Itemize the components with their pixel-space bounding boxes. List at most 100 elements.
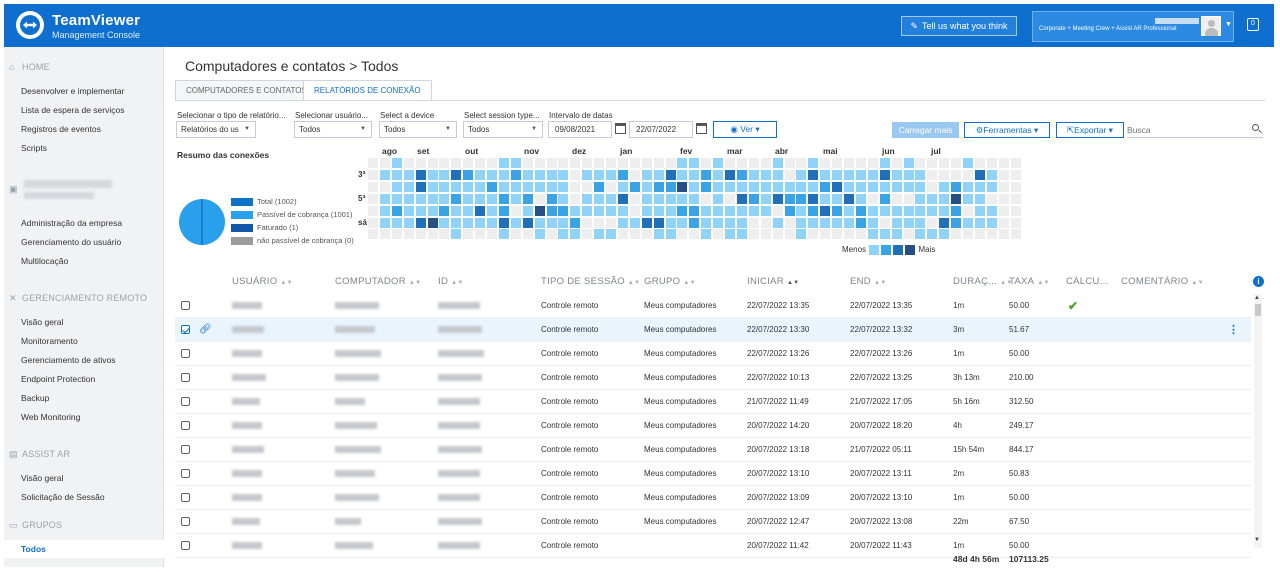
table-row[interactable]: Controle remoto Meus computadores 20/07/20… xyxy=(175,510,1251,534)
heatmap-cell[interactable] xyxy=(368,158,378,168)
heatmap-cell[interactable] xyxy=(832,158,843,168)
heatmap-cell[interactable] xyxy=(582,181,593,192)
heatmap-cell[interactable] xyxy=(439,229,450,240)
sidebar-section-home[interactable]: ⌂ HOME xyxy=(9,62,50,72)
date-from-input[interactable]: 09/08/2021 xyxy=(548,121,612,138)
heatmap-cell[interactable] xyxy=(498,229,509,240)
heatmap-cell[interactable] xyxy=(1010,217,1021,228)
heatmap-cell[interactable] xyxy=(629,229,640,240)
heatmap-cell[interactable] xyxy=(617,205,628,216)
date-to-input[interactable]: 22/07/2022 xyxy=(629,121,693,138)
heatmap-cell[interactable] xyxy=(594,193,605,204)
heatmap-cell[interactable] xyxy=(558,169,569,180)
heatmap-cell[interactable] xyxy=(998,169,1009,180)
heatmap-cell[interactable] xyxy=(915,229,926,240)
row-checkbox[interactable] xyxy=(181,517,190,526)
heatmap-cell[interactable] xyxy=(498,217,509,228)
sidebar-section-remote[interactable]: ✕ GERENCIAMENTO REMOTO xyxy=(9,293,148,303)
heatmap-cell[interactable] xyxy=(736,193,747,204)
heatmap-cell[interactable] xyxy=(725,158,735,168)
heatmap-cell[interactable] xyxy=(939,205,950,216)
heatmap-cell[interactable] xyxy=(986,169,997,180)
more-options-icon[interactable]: ⋮ xyxy=(1228,324,1239,336)
heatmap-cell[interactable] xyxy=(379,158,390,168)
heatmap-cell[interactable] xyxy=(725,169,735,180)
heatmap-cell[interactable] xyxy=(867,169,878,180)
table-row[interactable]: Controle remoto Meus computadores 21/07/20… xyxy=(175,390,1251,414)
heatmap-cell[interactable] xyxy=(808,158,819,168)
heatmap-cell[interactable] xyxy=(415,158,426,168)
heatmap-cell[interactable] xyxy=(725,193,735,204)
heatmap-cell[interactable] xyxy=(546,158,557,168)
row-checkbox[interactable] xyxy=(181,373,190,382)
heatmap-cell[interactable] xyxy=(832,193,843,204)
heatmap-cell[interactable] xyxy=(534,217,545,228)
heatmap-cell[interactable] xyxy=(784,181,795,192)
heatmap-cell[interactable] xyxy=(808,169,819,180)
row-checkbox[interactable] xyxy=(181,469,190,478)
heatmap-cell[interactable] xyxy=(391,181,402,192)
heatmap-cell[interactable] xyxy=(855,229,866,240)
heatmap-cell[interactable] xyxy=(391,229,402,240)
heatmap-cell[interactable] xyxy=(617,193,628,204)
heatmap-cell[interactable] xyxy=(713,217,724,228)
heatmap-cell[interactable] xyxy=(784,229,795,240)
heatmap-cell[interactable] xyxy=(582,205,593,216)
heatmap-cell[interactable] xyxy=(796,169,807,180)
heatmap-cell[interactable] xyxy=(546,205,557,216)
heatmap-cell[interactable] xyxy=(879,193,890,204)
row-checkbox[interactable] xyxy=(181,397,190,406)
heatmap-cell[interactable] xyxy=(546,229,557,240)
heatmap-cell[interactable] xyxy=(808,181,819,192)
heatmap-cell[interactable] xyxy=(796,193,807,204)
heatmap-cell[interactable] xyxy=(820,205,831,216)
heatmap-cell[interactable] xyxy=(594,205,605,216)
heatmap-cell[interactable] xyxy=(379,181,390,192)
heatmap-cell[interactable] xyxy=(463,169,474,180)
heatmap-cell[interactable] xyxy=(379,229,390,240)
heatmap-cell[interactable] xyxy=(951,193,962,204)
heatmap-cell[interactable] xyxy=(903,205,914,216)
heatmap-cell[interactable] xyxy=(844,229,854,240)
heatmap-cell[interactable] xyxy=(939,181,950,192)
heatmap-cell[interactable] xyxy=(867,193,878,204)
column-id[interactable]: ID ▲▼ xyxy=(438,276,464,287)
heatmap-cell[interactable] xyxy=(927,158,938,168)
heatmap-cell[interactable] xyxy=(760,158,771,168)
heatmap-cell[interactable] xyxy=(368,205,378,216)
sidebar-item-endpoint-protection[interactable]: Endpoint Protection xyxy=(21,374,96,384)
heatmap-cell[interactable] xyxy=(677,229,688,240)
heatmap-cell[interactable] xyxy=(986,205,997,216)
heatmap-cell[interactable] xyxy=(641,169,652,180)
heatmap-cell[interactable] xyxy=(927,205,938,216)
heatmap-cell[interactable] xyxy=(915,169,926,180)
heatmap-cell[interactable] xyxy=(855,169,866,180)
heatmap-cell[interactable] xyxy=(475,193,486,204)
heatmap-cell[interactable] xyxy=(951,169,962,180)
heatmap-cell[interactable] xyxy=(439,205,450,216)
heatmap-cell[interactable] xyxy=(820,169,831,180)
heatmap-cell[interactable] xyxy=(475,169,486,180)
sidebar-item-deploy[interactable]: Desenvolver e implementar xyxy=(21,86,125,96)
heatmap-cell[interactable] xyxy=(582,217,593,228)
heatmap-cell[interactable] xyxy=(534,181,545,192)
heatmap-cell[interactable] xyxy=(998,217,1009,228)
account-menu[interactable]: Corporate + Meeting Crew + Assist AR Pro… xyxy=(1032,11,1234,42)
heatmap-cell[interactable] xyxy=(558,229,569,240)
heatmap-cell[interactable] xyxy=(368,193,378,204)
heatmap-cell[interactable] xyxy=(689,217,700,228)
heatmap-cell[interactable] xyxy=(963,193,973,204)
export-button[interactable]: ⇱Exportar ▾ xyxy=(1056,122,1124,138)
heatmap-cell[interactable] xyxy=(653,181,664,192)
heatmap-cell[interactable] xyxy=(855,181,866,192)
heatmap-cell[interactable] xyxy=(653,193,664,204)
device-select[interactable]: Todos ▼ xyxy=(379,121,457,138)
sidebar-item-event-logs[interactable]: Registros de eventos xyxy=(21,124,101,134)
heatmap-cell[interactable] xyxy=(689,169,700,180)
heatmap-cell[interactable] xyxy=(379,217,390,228)
heatmap-cell[interactable] xyxy=(558,193,569,204)
heatmap-cell[interactable] xyxy=(689,193,700,204)
column-comment[interactable]: COMENTÁRIO ▲▼ xyxy=(1121,276,1204,287)
heatmap-cell[interactable] xyxy=(855,193,866,204)
column-start[interactable]: INICIAR ▲▼ xyxy=(747,276,799,287)
